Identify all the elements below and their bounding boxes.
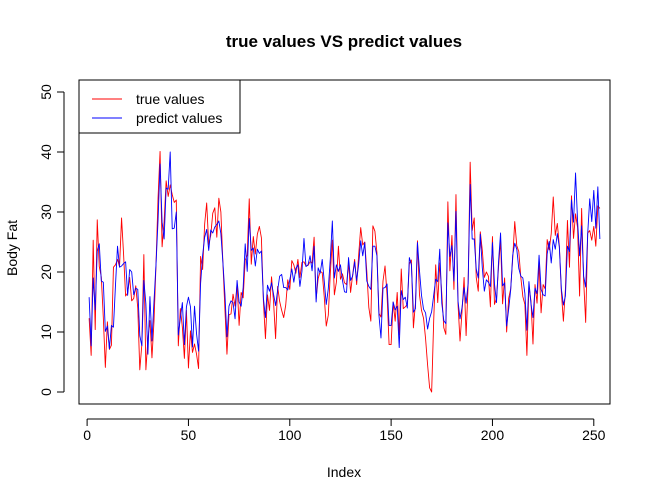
x-axis: 0 50 100 150 200 250	[83, 418, 606, 443]
x-tick-label: 50	[181, 427, 197, 443]
y-tick-label: 20	[38, 264, 54, 280]
x-tick-label: 200	[481, 427, 505, 443]
chart-title: true values VS predict values	[226, 32, 462, 51]
y-tick-label: 30	[38, 204, 54, 220]
legend-label-true-values: true values	[136, 91, 204, 107]
y-tick-label: 0	[38, 388, 54, 396]
legend-box	[78, 79, 241, 134]
y-axis-label: Body Fat	[4, 220, 20, 276]
x-axis-label: Index	[327, 464, 361, 480]
x-tick-label: 100	[278, 427, 302, 443]
x-tick-label: 150	[379, 427, 403, 443]
plot-box	[78, 79, 611, 405]
y-axis: 0 10 20 30 40 50	[38, 84, 65, 396]
x-tick-label: 0	[83, 427, 91, 443]
series-lines	[88, 150, 601, 393]
x-tick-label: 250	[582, 427, 606, 443]
legend-label-predict-values: predict values	[136, 110, 222, 126]
series-line-true-values	[88, 150, 601, 393]
legend: true values predict values	[78, 79, 241, 134]
y-tick-label: 50	[38, 84, 54, 100]
y-tick-label: 10	[38, 324, 54, 340]
series-line-predict-values	[88, 151, 601, 355]
y-tick-label: 40	[38, 144, 54, 160]
